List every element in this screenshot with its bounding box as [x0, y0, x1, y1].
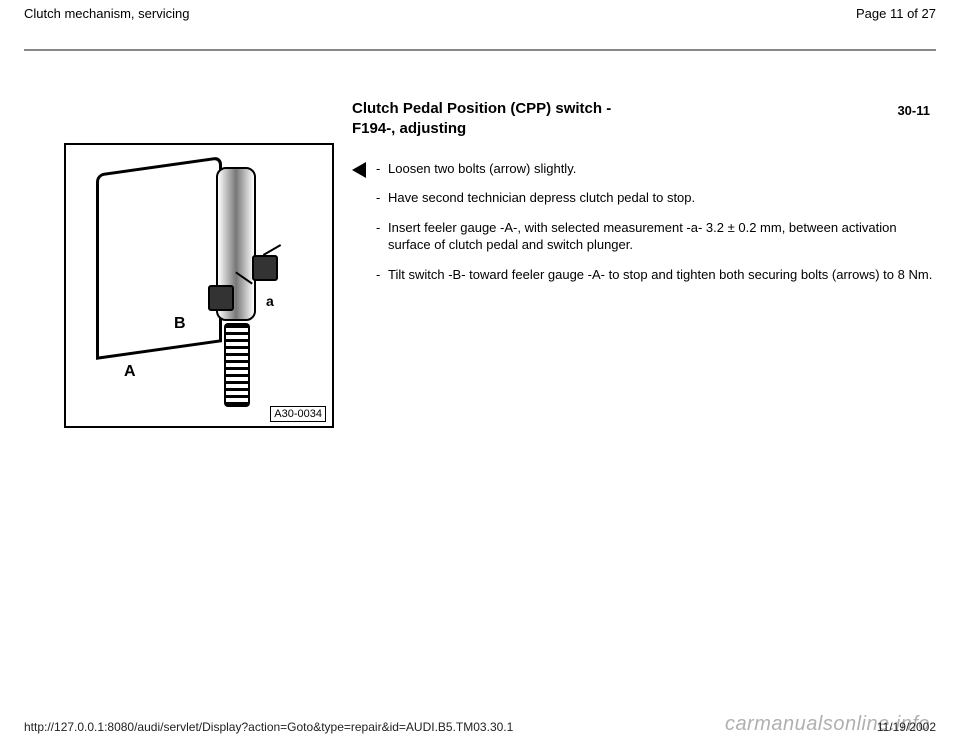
header-rule	[24, 49, 936, 51]
doc-title: Clutch mechanism, servicing	[24, 6, 189, 21]
section-title-line1: Clutch Pedal Position (CPP) switch -	[352, 100, 611, 117]
footer-url: http://127.0.0.1:8080/audi/servlet/Displ…	[24, 720, 513, 734]
figure-drawing: A B a	[66, 145, 332, 426]
page-indicator: Page 11 of 27	[856, 6, 936, 21]
step-list: - Loosen two bolts (arrow) slightly. - H…	[376, 160, 936, 296]
bullet-dash: -	[376, 189, 388, 207]
section-title: Clutch Pedal Position (CPP) switch - F19…	[352, 99, 936, 140]
figure: A B a A30-0034	[64, 143, 334, 428]
footer-date: 11/19/2002	[877, 720, 936, 734]
list-item: - Tilt switch -B- toward feeler gauge -A…	[376, 266, 936, 284]
step-text: Loosen two bolts (arrow) slightly.	[388, 160, 936, 178]
bullet-dash: -	[376, 160, 388, 178]
figure-label-A: A	[124, 363, 136, 381]
figure-label-a: a	[266, 293, 274, 309]
list-item: - Insert feeler gauge -A-, with selected…	[376, 219, 936, 254]
section-title-line2: F194-, adjusting	[352, 120, 466, 137]
list-item: - Loosen two bolts (arrow) slightly.	[376, 160, 936, 178]
figure-label-B: B	[174, 315, 186, 333]
list-item: - Have second technician depress clutch …	[376, 189, 936, 207]
pointer-arrow-icon	[352, 162, 366, 178]
step-text: Tilt switch -B- toward feeler gauge -A- …	[388, 266, 936, 284]
page-code: 30-11	[897, 103, 930, 118]
figure-code: A30-0034	[270, 406, 326, 422]
bullet-dash: -	[376, 266, 388, 284]
step-text: Insert feeler gauge -A-, with selected m…	[388, 219, 936, 254]
step-text: Have second technician depress clutch pe…	[388, 189, 936, 207]
bullet-dash: -	[376, 219, 388, 254]
